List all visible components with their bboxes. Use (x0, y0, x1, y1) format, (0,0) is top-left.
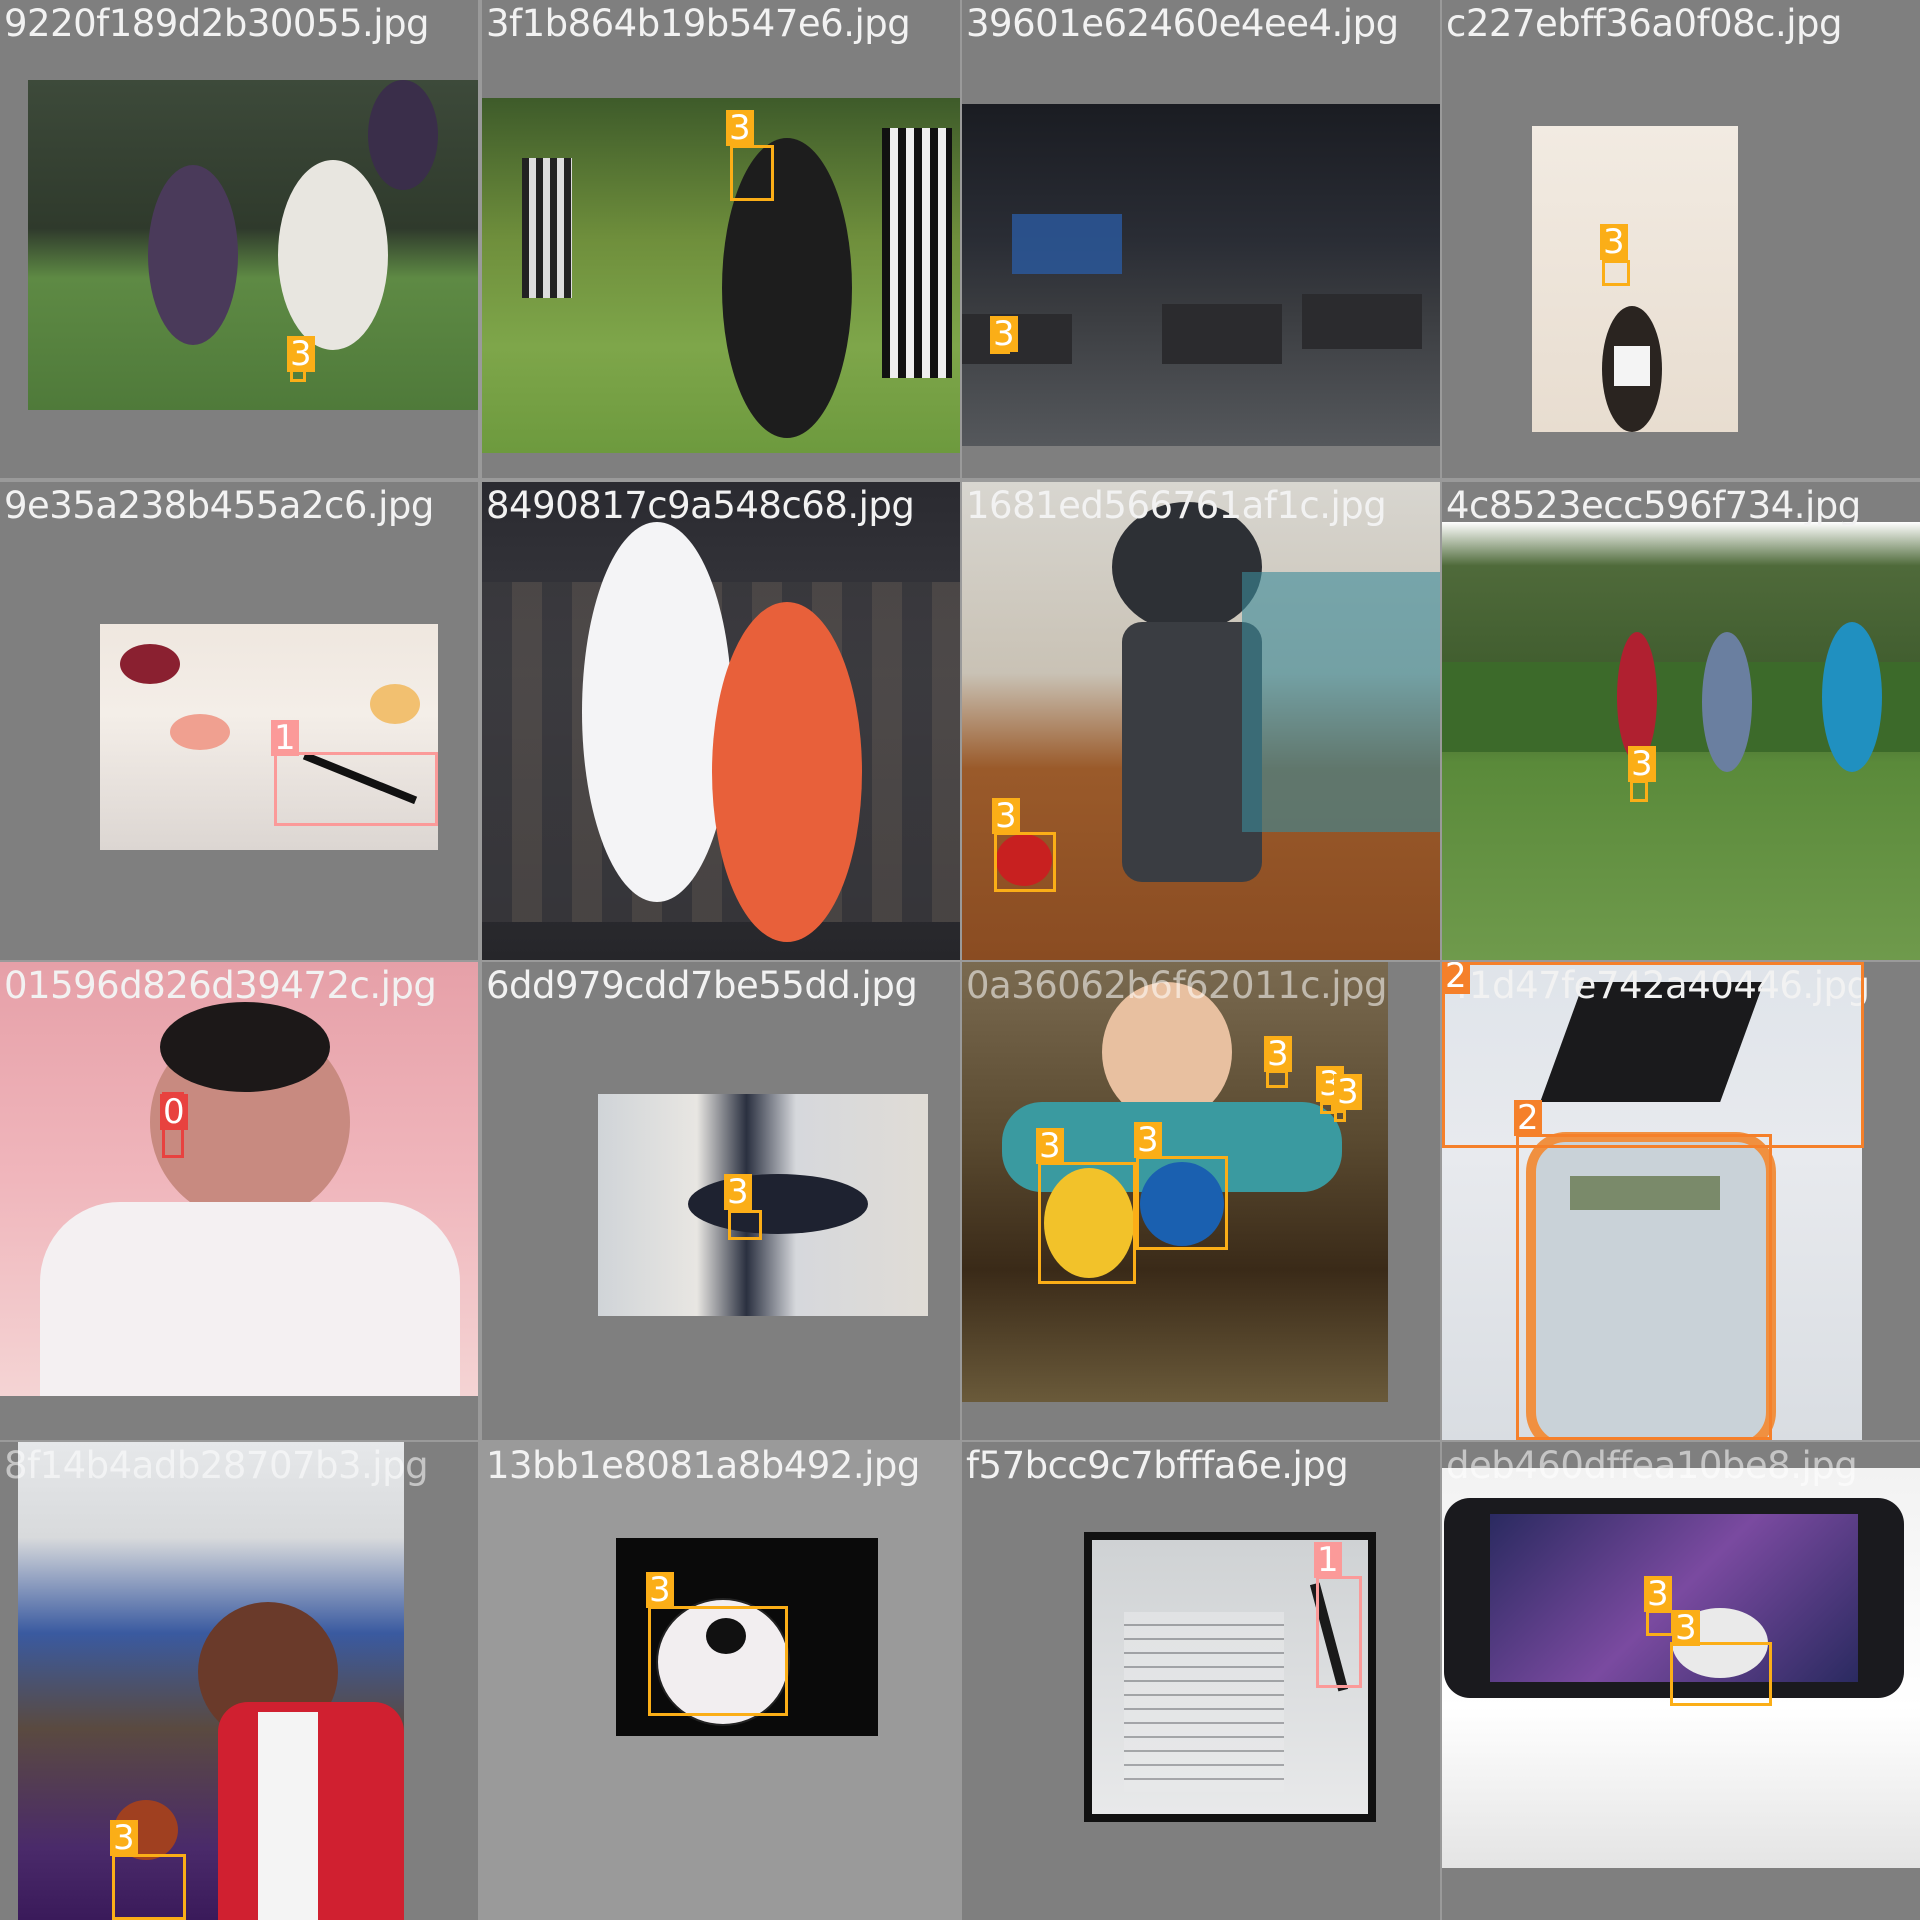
tile-5[interactable]: 9e35a238b455a2c6.jpg 1 (0, 482, 478, 960)
tile-11[interactable]: 0a36062b6f62011c.jpg 3 3 3 3 3 (962, 962, 1440, 1440)
tile-image (598, 1094, 928, 1316)
tile-16[interactable]: deb460dffea10be8.jpg 3 3 (1442, 1442, 1920, 1920)
bounding-box[interactable] (1442, 962, 1864, 1148)
class-label: 1 (1314, 1542, 1342, 1578)
tile-image (100, 624, 438, 850)
tile-9[interactable]: 01596d826d39472c.jpg 0 (0, 962, 478, 1440)
tile-image (962, 104, 1440, 446)
grid-divider (0, 1440, 1920, 1442)
bounding-box[interactable] (1038, 1162, 1136, 1284)
tile-filename: 9e35a238b455a2c6.jpg (4, 484, 434, 527)
tile-image (616, 1538, 878, 1736)
tile-6[interactable]: 8490817c9a548c68.jpg (482, 482, 960, 960)
tile-filename: 41d47fe742a40446.jpg (1446, 964, 1870, 1007)
bounding-box[interactable] (994, 832, 1056, 892)
tile-4[interactable]: c227ebff36a0f08c.jpg 3 (1442, 0, 1920, 478)
bounding-box[interactable] (648, 1606, 788, 1716)
class-label: 3 (1134, 1122, 1162, 1158)
class-label: 3 (287, 336, 315, 372)
class-label: 3 (726, 110, 754, 146)
grid-divider (0, 478, 1920, 482)
class-label: 3 (1600, 224, 1628, 260)
tile-filename: f57bcc9c7bfffa6e.jpg (966, 1444, 1349, 1487)
tile-13[interactable]: 8f14b4adb28707b3.jpg 3 (0, 1442, 478, 1920)
bounding-box[interactable] (1320, 1102, 1334, 1114)
tile-image (1442, 1468, 1920, 1868)
class-label: 3 (1644, 1576, 1672, 1612)
class-label: 3 (990, 316, 1018, 352)
bounding-box[interactable] (1602, 260, 1630, 286)
bounding-box[interactable] (274, 752, 438, 826)
tile-filename: 9220f189d2b30055.jpg (4, 2, 430, 45)
bounding-box[interactable] (1316, 1576, 1362, 1688)
tile-3[interactable]: 39601e62460e4ee4.jpg 3 (962, 0, 1440, 478)
tile-12[interactable]: 41d47fe742a40446.jpg 2 2 (1442, 962, 1920, 1440)
tile-filename: 1681ed566761af1c.jpg (966, 484, 1387, 527)
class-label: 3 (110, 1820, 138, 1856)
tile-10[interactable]: 6dd979cdd7be55dd.jpg 3 (482, 962, 960, 1440)
tile-image (28, 80, 478, 410)
tile-filename: 39601e62460e4ee4.jpg (966, 2, 1399, 45)
grid-divider (0, 960, 1920, 962)
tile-filename: 6dd979cdd7be55dd.jpg (486, 964, 918, 1007)
bounding-box[interactable] (1670, 1642, 1772, 1706)
tile-filename: 01596d826d39472c.jpg (4, 964, 437, 1007)
bounding-box[interactable] (1334, 1110, 1346, 1122)
class-label: 3 (992, 798, 1020, 834)
tile-image (18, 1442, 404, 1920)
tile-image (482, 98, 960, 453)
class-label: 2 (1442, 962, 1470, 994)
bounding-box[interactable] (1136, 1156, 1228, 1250)
tile-1[interactable]: 9220f189d2b30055.jpg 3 (0, 0, 478, 478)
tile-filename: 8f14b4adb28707b3.jpg (4, 1444, 429, 1487)
class-label: 3 (1264, 1036, 1292, 1072)
class-label: 2 (1514, 1100, 1542, 1136)
tile-filename: 13bb1e8081a8b492.jpg (486, 1444, 920, 1487)
bounding-box[interactable] (728, 1210, 762, 1240)
tile-filename: 8490817c9a548c68.jpg (486, 484, 915, 527)
tile-filename: 4c8523ecc596f734.jpg (1446, 484, 1861, 527)
tile-image (0, 962, 478, 1396)
bounding-box[interactable] (1516, 1134, 1772, 1440)
class-label: 1 (271, 720, 299, 756)
tile-filename: c227ebff36a0f08c.jpg (1446, 2, 1843, 45)
class-label: 0 (160, 1094, 188, 1130)
tile-image (1084, 1532, 1376, 1822)
tile-image (1442, 522, 1920, 960)
tile-14[interactable]: 13bb1e8081a8b492.jpg 3 (482, 1442, 960, 1920)
tile-8[interactable]: 4c8523ecc596f734.jpg 3 (1442, 482, 1920, 960)
tile-2[interactable]: 3f1b864b19b547e6.jpg 3 (482, 0, 960, 478)
tile-image (962, 482, 1440, 960)
class-label: 3 (1628, 746, 1656, 782)
tile-filename: 3f1b864b19b547e6.jpg (486, 2, 911, 45)
tile-image (1442, 962, 1862, 1440)
class-label: 3 (1334, 1074, 1362, 1110)
tile-15[interactable]: f57bcc9c7bfffa6e.jpg 1 (962, 1442, 1440, 1920)
class-label: 3 (1036, 1128, 1064, 1164)
class-label: 3 (646, 1572, 674, 1608)
tile-image (1532, 126, 1738, 432)
bounding-box[interactable] (112, 1854, 186, 1920)
class-label: 3 (724, 1174, 752, 1210)
class-label: 3 (1672, 1610, 1700, 1646)
bounding-box[interactable] (730, 145, 774, 201)
tile-image (482, 482, 960, 960)
tile-filename: 0a36062b6f62011c.jpg (966, 964, 1388, 1007)
tile-7[interactable]: 1681ed566761af1c.jpg 3 (962, 482, 1440, 960)
tile-filename: deb460dffea10be8.jpg (1446, 1444, 1858, 1487)
